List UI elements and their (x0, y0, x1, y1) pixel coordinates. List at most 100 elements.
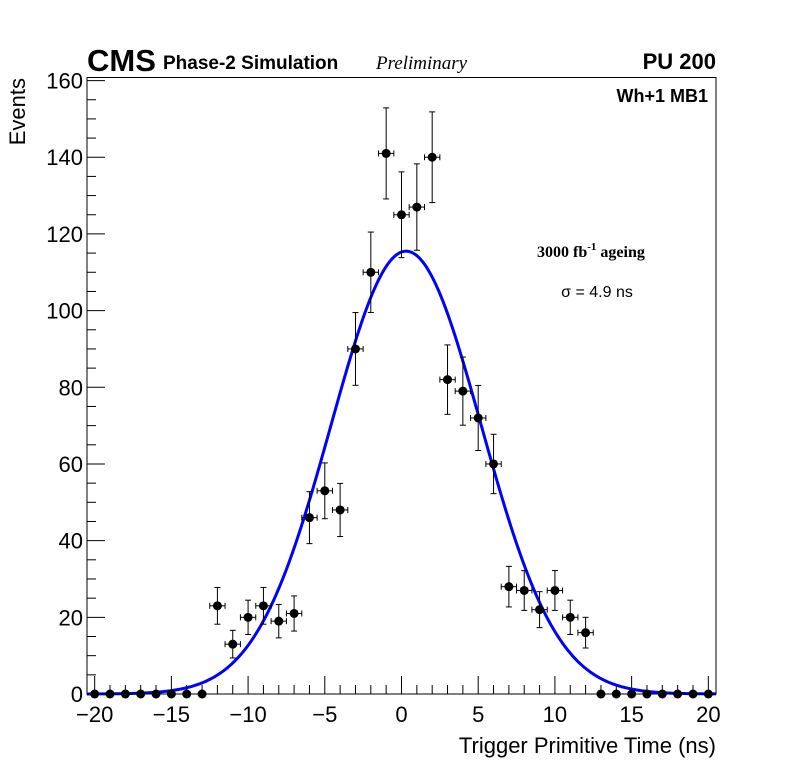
x-tick-label: −20 (76, 702, 113, 727)
plot-frame (86, 77, 717, 695)
ageing-suffix: ageing (596, 244, 644, 261)
data-marker (443, 375, 453, 385)
data-point (194, 689, 210, 699)
data-marker (136, 689, 146, 699)
data-point (424, 111, 441, 204)
data-marker (90, 689, 100, 699)
data-point (546, 570, 564, 611)
data-marker (489, 459, 499, 469)
data-marker (565, 612, 575, 622)
data-marker (458, 386, 468, 396)
data-marker (504, 582, 514, 592)
data-point (133, 689, 149, 699)
cms-label: CMS (87, 43, 156, 78)
data-point (117, 689, 134, 699)
x-tick-label: −5 (312, 702, 337, 727)
data-point (255, 586, 272, 625)
data-marker (381, 148, 391, 158)
data-point (485, 433, 502, 495)
y-tick-label: 60 (59, 452, 83, 477)
x-tick-label: −15 (153, 702, 190, 727)
data-marker (258, 601, 268, 611)
ageing-text: 3000 fb (537, 244, 587, 261)
data-point (179, 689, 195, 699)
data-marker (350, 344, 360, 354)
data-point (439, 344, 456, 415)
x-tick-label: 0 (395, 702, 407, 727)
data-marker (304, 513, 314, 523)
data-point (500, 565, 518, 608)
data-marker (519, 585, 529, 595)
data-point (87, 689, 103, 699)
data-point (331, 482, 349, 538)
data-marker (289, 608, 299, 618)
data-point (608, 689, 624, 699)
y-tick-label: 100 (46, 299, 83, 324)
data-point (270, 603, 287, 639)
data-marker (320, 486, 330, 496)
fit-layer (86, 249, 717, 696)
data-marker (703, 689, 713, 699)
data-marker (427, 152, 437, 162)
data-point (102, 689, 118, 699)
data-point (593, 689, 609, 699)
data-marker (550, 585, 560, 595)
data-point (454, 356, 472, 426)
data-point (301, 491, 318, 545)
data-point (362, 231, 379, 313)
preliminary-label: Preliminary (375, 53, 468, 74)
data-marker (166, 689, 176, 699)
data-point (516, 570, 533, 611)
y-tick-label: 0 (71, 682, 83, 707)
ageing-annotation: 3000 fb-1 ageing (537, 241, 645, 261)
data-marker (473, 413, 483, 423)
sigma-annotation: σ = 4.9 ns (561, 284, 633, 301)
data-point (393, 171, 410, 259)
y-tick-label: 80 (59, 375, 83, 400)
data-point (470, 384, 487, 451)
data-point (408, 163, 426, 251)
data-marker (688, 689, 698, 699)
y-tick-label: 160 (46, 69, 83, 94)
panel-label: Wh+1 MB1 (616, 86, 708, 106)
data-marker (627, 689, 637, 699)
data-marker (243, 612, 253, 622)
data-marker (120, 689, 130, 699)
data-point (209, 586, 226, 625)
phase2-label: Phase-2 Simulation (163, 53, 338, 74)
data-point (623, 689, 640, 699)
data-marker (535, 605, 545, 615)
data-marker (228, 639, 238, 649)
x-tick-label: 20 (696, 702, 720, 727)
data-point (654, 689, 670, 699)
x-axis-title: Trigger Primitive Time (ns) (459, 733, 716, 758)
data-point (685, 689, 701, 699)
data-point (377, 107, 395, 200)
axes: −20 −15 −10 −5 0 5 10 15 20 0 20 40 60 80 100 120 140 160 (46, 69, 720, 727)
data-marker (673, 689, 683, 699)
data-marker (212, 601, 222, 611)
data-point (316, 462, 333, 520)
x-tick-label: −10 (229, 702, 266, 727)
data-point (239, 599, 257, 635)
pileup-label: PU 200 (643, 49, 716, 74)
data-point (163, 689, 180, 699)
x-tick-label: 15 (619, 702, 643, 727)
data-point (669, 689, 686, 699)
data-marker (657, 689, 667, 699)
data-point (285, 595, 303, 632)
data-marker (151, 689, 161, 699)
data-marker (197, 689, 207, 699)
y-axis-title: Events (5, 78, 30, 145)
data-point (577, 616, 594, 649)
data-marker (642, 689, 652, 699)
data-point (562, 599, 579, 635)
data-point (224, 629, 241, 659)
data-points-layer (87, 107, 716, 699)
data-point (148, 689, 164, 699)
data-marker (581, 628, 591, 638)
data-point (700, 689, 716, 699)
ageing-superscript: -1 (587, 241, 596, 253)
y-tick-label: 120 (46, 222, 83, 247)
